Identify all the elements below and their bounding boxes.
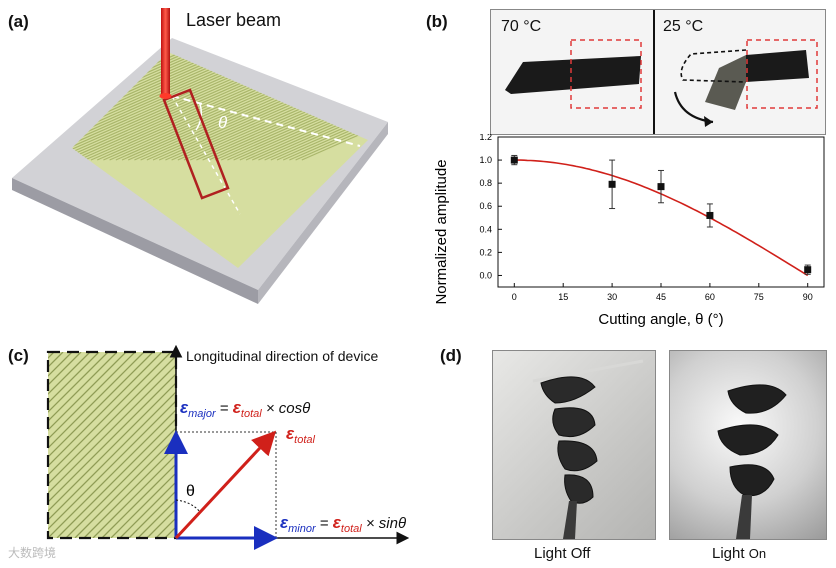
data-point xyxy=(657,183,665,191)
eq-minor: εminor = εtotal × sinθ xyxy=(280,513,407,535)
photo-light-on xyxy=(669,350,827,540)
cut-rectangle xyxy=(162,88,230,200)
panel-c-label: (c) xyxy=(8,346,29,365)
original-shape-outline xyxy=(680,49,747,83)
sheet-stripes xyxy=(48,352,176,538)
substrate-side-left xyxy=(12,178,258,304)
substrate-side-right xyxy=(258,122,388,304)
data-point xyxy=(706,211,714,219)
flat-strip xyxy=(505,56,641,94)
data-point xyxy=(804,266,812,274)
temp-label-70: 70 °C xyxy=(501,18,542,35)
laser-cutting-illustration: θ xyxy=(12,8,388,304)
temp-label-25: 25 °C xyxy=(663,18,704,35)
highlight-box-left xyxy=(570,39,642,109)
watermark-text: 大数跨境 xyxy=(8,546,57,560)
shape-memory-photos: 70 °C 25 °C xyxy=(490,9,826,135)
y-tick-label: 0.8 xyxy=(479,178,492,188)
data-point xyxy=(510,156,518,164)
y-tick-label: 1.2 xyxy=(479,134,492,142)
y-tick-label: 0.0 xyxy=(479,270,492,280)
strain-decomposition-diagram: θ xyxy=(46,344,410,550)
bent-strip xyxy=(705,55,746,110)
cut-direction-dashed-line xyxy=(171,95,241,215)
longitudinal-direction-label: Longitudinal direction of device xyxy=(186,348,379,364)
y-tick-label: 0.2 xyxy=(479,247,492,257)
plot-frame xyxy=(497,136,825,288)
x-axis-label: Cutting angle, θ (°) xyxy=(598,311,723,328)
eq-total: εtotal xyxy=(286,424,315,446)
y-axis-label: Normalized amplitude xyxy=(433,159,450,304)
y-tick-label: 0.6 xyxy=(479,201,492,211)
highlight-box-right xyxy=(746,39,818,109)
x-tick-label: 60 xyxy=(705,292,715,302)
eq-major: εmajor = εtotal × cosθ xyxy=(180,398,311,420)
theta-label: θ xyxy=(186,483,195,500)
y-tick-label: 1.0 xyxy=(479,155,492,165)
photo-light-off xyxy=(492,350,656,540)
laser-beam xyxy=(161,8,170,96)
laser-spot xyxy=(159,93,172,99)
unbent-strip xyxy=(746,50,809,82)
data-point xyxy=(608,180,616,188)
total-strain-arrow xyxy=(174,430,277,540)
reference-dashed-line xyxy=(171,95,361,147)
x-tick-label: 30 xyxy=(607,292,617,302)
x-tick-label: 75 xyxy=(754,292,764,302)
amplitude-chart: 0.0 0.2 0.4 0.6 0.8 1.0 1.2 0 15 30 45 60 75 90 Norm… xyxy=(433,134,825,328)
x-tick-label: 90 xyxy=(803,292,813,302)
angle-theta-label: θ xyxy=(218,113,228,132)
caption-light-on: Light On xyxy=(712,545,767,562)
caption-light-off: Light Off xyxy=(534,545,591,562)
x-tick-label: 15 xyxy=(558,292,568,302)
x-tick-label: 0 xyxy=(512,292,517,302)
theta-arc xyxy=(175,499,201,513)
x-tick-label: 45 xyxy=(656,292,666,302)
y-tick-label: 0.4 xyxy=(479,224,492,234)
panel-d-label: (d) xyxy=(440,346,462,365)
panel-a-label: (a) xyxy=(8,12,29,31)
panel-b-label: (b) xyxy=(426,12,448,31)
laser-beam-label: Laser beam xyxy=(186,10,282,30)
